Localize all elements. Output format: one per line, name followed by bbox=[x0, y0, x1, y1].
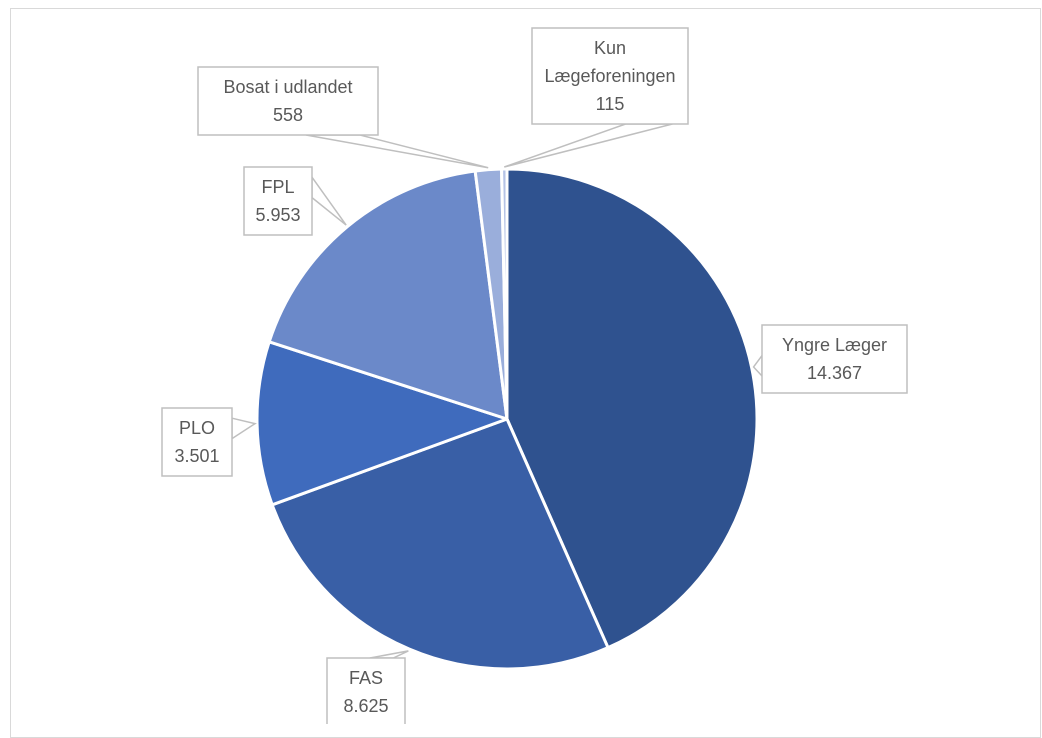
callout-pointer bbox=[752, 353, 763, 378]
data-label-category: Yngre Læger bbox=[782, 335, 887, 355]
data-label-5: Kun Lægeforeningen 115 bbox=[504, 27, 689, 168]
callout-pointer bbox=[369, 650, 409, 659]
callout-pointer bbox=[504, 123, 673, 168]
data-label-3: FPL 5.953 bbox=[243, 166, 347, 236]
data-label-category: Bosat i udlandet bbox=[223, 77, 352, 97]
data-label-value: 558 bbox=[273, 105, 303, 125]
data-label-4: Bosat i udlandet 558 bbox=[197, 66, 489, 169]
callout-pointer bbox=[305, 134, 489, 169]
pie-slice-0 bbox=[505, 167, 759, 650]
data-label-category: FAS bbox=[349, 668, 383, 688]
pie-slice-1 bbox=[270, 417, 610, 671]
data-label-category: Kun bbox=[594, 38, 626, 58]
data-label-value: 3.501 bbox=[174, 446, 219, 466]
pie-slice-2 bbox=[255, 340, 509, 507]
pie-slices bbox=[255, 167, 759, 671]
data-label-category: FPL bbox=[261, 177, 294, 197]
pie-slice-3 bbox=[267, 169, 509, 421]
data-label-value: 115 bbox=[596, 94, 625, 114]
pie-slice-5 bbox=[500, 167, 509, 421]
data-label-category: Lægeforeningen bbox=[544, 66, 675, 86]
callout-pointer bbox=[231, 417, 257, 440]
callout-pointer bbox=[311, 174, 347, 226]
data-label-value: 14.367 bbox=[807, 363, 862, 383]
data-label-2: PLO 3.501 bbox=[161, 407, 257, 477]
data-label-callouts: Yngre Læger 14.367 FAS 8.625 PLO 3.501 FPL 5.95… bbox=[161, 27, 908, 724]
data-label-value: 8.625 bbox=[343, 696, 388, 716]
data-label-category: PLO bbox=[179, 418, 215, 438]
data-label-0: Yngre Læger 14.367 bbox=[752, 324, 908, 394]
data-label-1: FAS 8.625 bbox=[326, 650, 409, 724]
data-label-value: 5.953 bbox=[255, 205, 300, 225]
